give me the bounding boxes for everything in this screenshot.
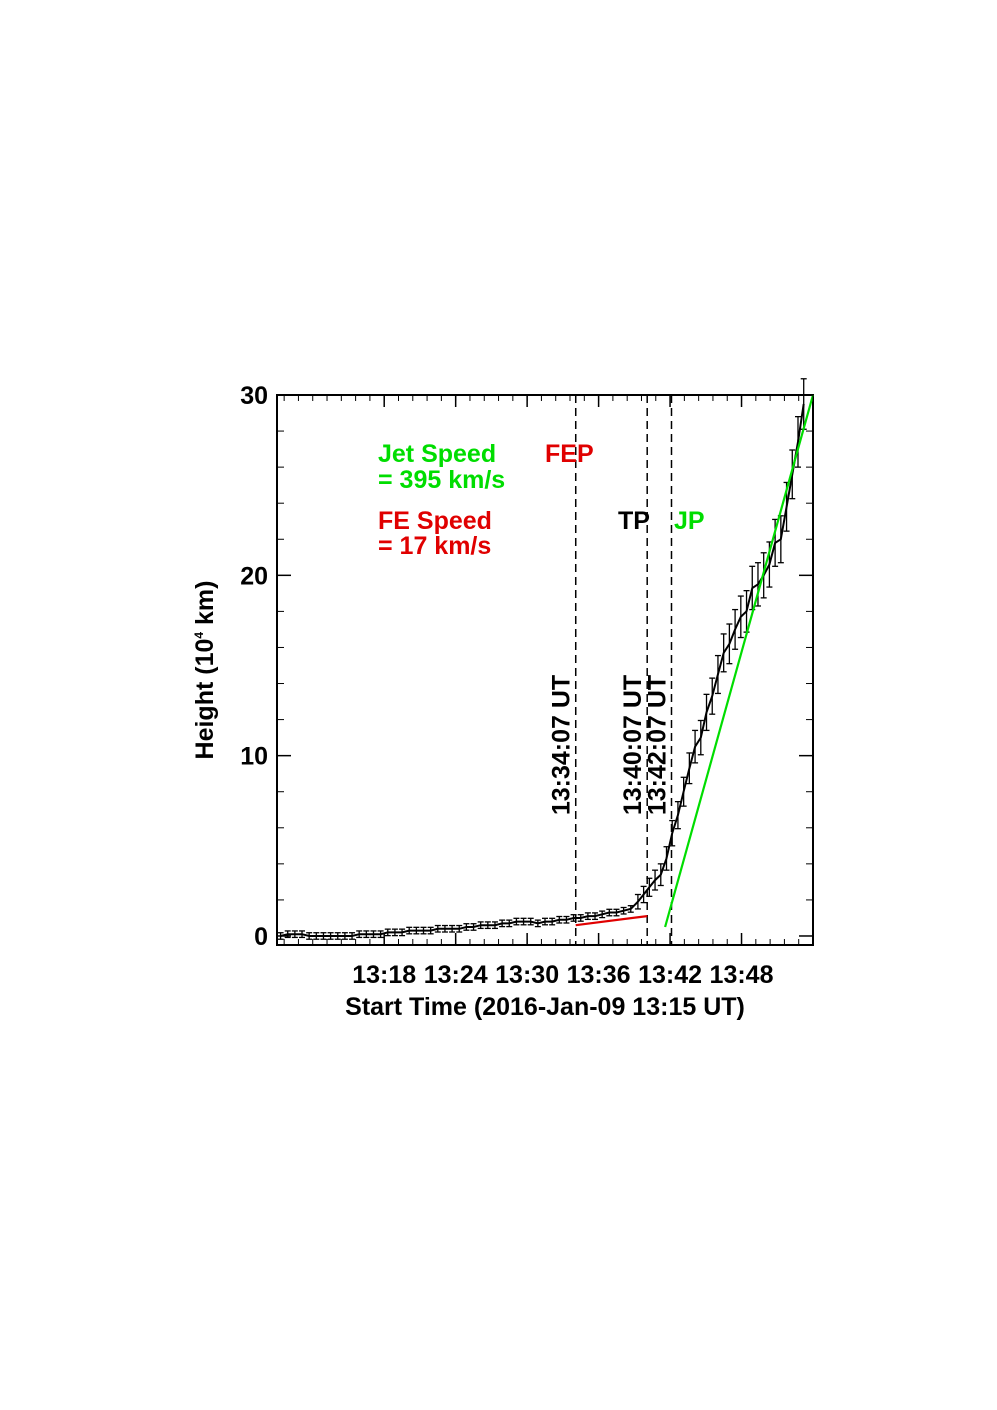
y-tick-label-3: 30 <box>240 382 268 410</box>
x-tick-label-4: 13:42 <box>638 961 702 989</box>
vline-label-0: 13:34:07 UT <box>548 675 576 815</box>
x-tick-label-5: 13:48 <box>710 961 774 989</box>
x-tick-label-3: 13:36 <box>567 961 631 989</box>
fe-speed-label: FE Speed <box>378 507 492 535</box>
x-tick-label-2: 13:30 <box>495 961 559 989</box>
y-axis-label: Height (104 km) <box>191 581 219 760</box>
jp-label: JP <box>674 507 705 535</box>
error-bars <box>277 378 807 940</box>
series-line-0 <box>280 403 805 937</box>
fe-speed-value: = 17 km/s <box>378 532 491 560</box>
jet-speed-label: Jet Speed <box>378 440 496 468</box>
series-lines <box>280 394 815 937</box>
vline-label-1: 13:40:07 UT <box>619 675 647 815</box>
fep-label: FEP <box>545 440 594 468</box>
vline-label-2: 13:42:07 UT <box>643 675 671 815</box>
jet-speed-value: = 395 km/s <box>378 466 505 494</box>
y-tick-label-1: 10 <box>240 743 268 771</box>
x-ticks: 13:18 13:24 13:30 13:36 13:42 13:48 <box>283 395 814 989</box>
x-tick-label-1: 13:24 <box>424 961 488 989</box>
series-line-1 <box>575 915 648 927</box>
x-axis-label: Start Time (2016-Jan-09 13:15 UT) <box>345 993 745 1021</box>
annotations: Jet Speed = 395 km/s FEP FE Speed = 17 k… <box>378 440 705 560</box>
y-ticks: 0 10 20 30 <box>240 382 813 951</box>
tp-label: TP <box>618 507 650 535</box>
plot-frame <box>276 394 814 946</box>
y-tick-label-2: 20 <box>240 562 268 590</box>
y-tick-label-0: 0 <box>254 923 268 951</box>
x-tick-label-0: 13:18 <box>352 961 416 989</box>
series-line-2 <box>664 394 815 928</box>
